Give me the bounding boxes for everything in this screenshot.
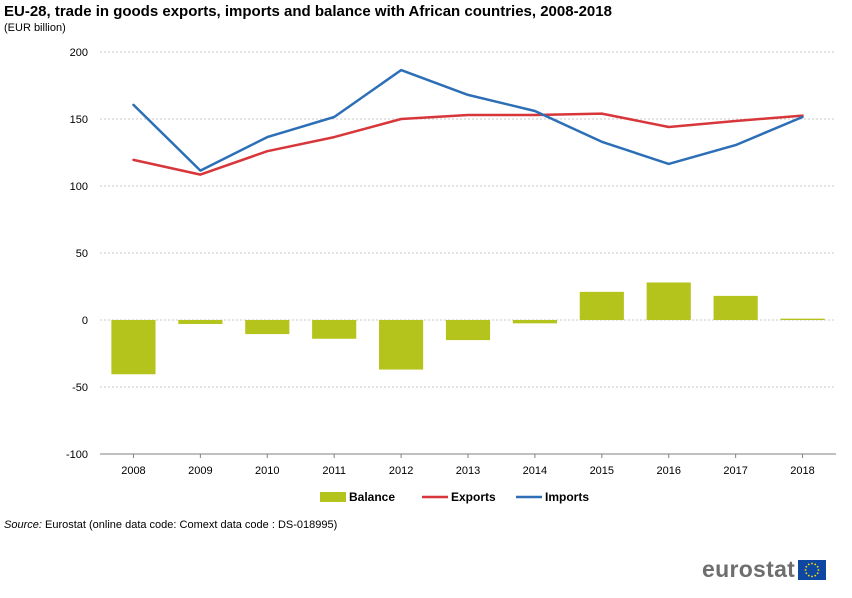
x-tick-label: 2012 [389, 465, 413, 477]
chart-subtitle: (EUR billion) [4, 22, 66, 34]
legend: Balance Exports Imports [320, 490, 589, 504]
x-tick-label: 2008 [121, 465, 145, 477]
y-tick-label: 150 [70, 114, 88, 126]
imports-line [132, 68, 804, 172]
y-tick-label: 0 [82, 315, 88, 327]
exports-line [132, 112, 804, 176]
x-tick-label: 2018 [790, 465, 814, 477]
balance-bar [245, 320, 290, 335]
flag-star [816, 571, 819, 574]
source-note: Source: Eurostat (online data code: Come… [4, 519, 337, 531]
balance-bar [445, 320, 491, 341]
eurostat-logo: eurostat [702, 556, 827, 582]
balance-bar [178, 320, 223, 325]
legend-label: Imports [545, 490, 589, 504]
y-tick-label: 50 [76, 248, 88, 260]
x-tick-label: 2015 [590, 465, 614, 477]
y-tick-label: -50 [72, 382, 88, 394]
legend-swatch-bar [320, 492, 346, 502]
legend-item-exports: Exports [422, 490, 496, 504]
eu-flag-icon [798, 559, 827, 580]
y-tick-label: -100 [66, 449, 88, 461]
flag-star [805, 565, 808, 568]
legend-item-imports: Imports [516, 490, 589, 504]
x-tick-label: 2011 [322, 465, 346, 477]
x-tick-label: 2013 [456, 465, 480, 477]
flag-star [811, 562, 814, 564]
flag-star [805, 571, 808, 574]
legend-item-balance: Balance [320, 490, 395, 504]
balance-bar [312, 320, 357, 339]
balance-bar [780, 318, 825, 320]
flag-star [804, 568, 807, 571]
axes: 200 150 100 50 0 -50 -100 2008 2009 2010 2011 2012 2… [66, 47, 836, 477]
flag-star [808, 574, 810, 577]
x-tick-label: 2014 [523, 465, 547, 477]
flag-star [811, 575, 814, 577]
balance-bar [713, 295, 758, 320]
flag-star [808, 562, 810, 565]
flag-star [817, 568, 820, 571]
trade-lines [132, 68, 804, 176]
trade-chart: 200 150 100 50 0 -50 -100 2008 2009 2010 2011 2012 2… [66, 47, 836, 504]
chart-title: EU-28, trade in goods exports, imports a… [4, 3, 612, 20]
flag-star [814, 574, 817, 577]
balance-bars [111, 282, 825, 375]
x-tick-label: 2010 [255, 465, 279, 477]
balance-bar [579, 291, 624, 320]
legend-label: Exports [451, 490, 496, 504]
x-tick-label: 2016 [656, 465, 680, 477]
source-text: Eurostat (online data code: Comext data … [44, 519, 338, 531]
balance-bar [379, 320, 424, 370]
y-tick-label: 100 [70, 181, 88, 193]
balance-bar [111, 320, 156, 375]
legend-label: Balance [349, 490, 395, 504]
x-tick-label: 2017 [723, 465, 747, 477]
source-label: Source: [4, 519, 42, 531]
balance-bar [512, 320, 557, 324]
logo-text: eurostat [702, 556, 796, 582]
flag-star [814, 562, 817, 565]
flag-star [816, 565, 819, 568]
balance-bar [646, 282, 691, 320]
x-tick-label: 2009 [188, 465, 212, 477]
y-tick-label: 200 [70, 47, 88, 59]
